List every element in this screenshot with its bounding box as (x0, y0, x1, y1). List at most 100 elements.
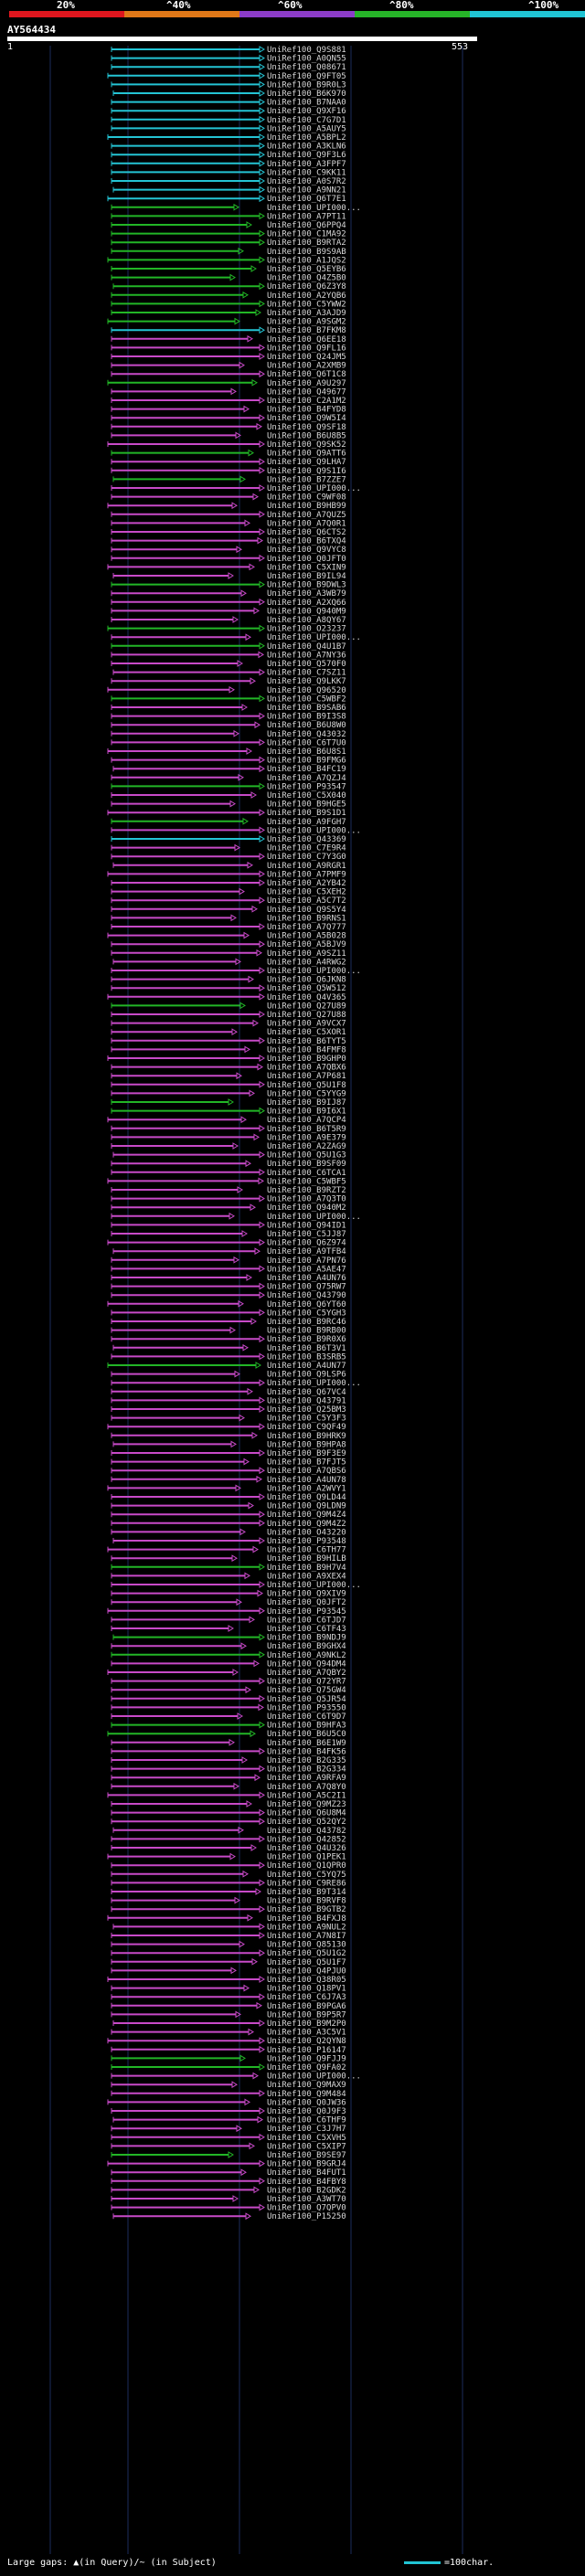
hit-label[interactable]: UniRef100_B9M2P0 (267, 2019, 346, 2029)
hit-label[interactable]: UniRef100_B6T5R9 (267, 1125, 346, 1134)
hit-label[interactable]: UniRef100_B9P5R7 (267, 2010, 346, 2019)
hit-label[interactable]: UniRef100_B9GHP0 (267, 1055, 346, 1064)
hit-label[interactable]: UniRef100_Q6CTS2 (267, 528, 346, 537)
hit-label[interactable]: UniRef100_Q4U1B7 (267, 642, 346, 652)
hit-label[interactable]: UniRef100_B4FUT1 (267, 2168, 346, 2178)
hit-label[interactable]: UniRef100_Q38R05 (267, 1976, 346, 1985)
hit-label[interactable]: UniRef100_A3KLN6 (267, 143, 346, 152)
hit-label[interactable]: UniRef100_Q43791 (267, 1396, 346, 1405)
hit-label[interactable]: UniRef100_B6U8B5 (267, 431, 346, 440)
hit-label[interactable]: UniRef100_B9GHX4 (267, 1642, 346, 1651)
hit-label[interactable]: UniRef100_C5YYG9 (267, 1089, 346, 1098)
hit-label[interactable]: UniRef100_Q5JR54 (267, 1695, 346, 1704)
hit-label[interactable]: UniRef100_Q24JM5 (267, 353, 346, 362)
hit-label[interactable]: UniRef100_A9NUL2 (267, 1923, 346, 1932)
hit-label[interactable]: UniRef100_Q9LSP6 (267, 1371, 346, 1380)
hit-label[interactable]: UniRef100_A9SGM2 (267, 318, 346, 327)
hit-label[interactable]: UniRef100_C5XIP7 (267, 2142, 346, 2151)
hit-label[interactable]: UniRef100_Q0JFT2 (267, 1598, 346, 1607)
hit-label[interactable]: UniRef100_Q67VC4 (267, 1388, 346, 1397)
hit-label[interactable]: UniRef100_B9NDJ9 (267, 1634, 346, 1643)
hit-label[interactable]: UniRef100_Q25BM3 (267, 1405, 346, 1415)
hit-label[interactable]: UniRef100_Q9FT05 (267, 72, 346, 81)
hit-label[interactable]: UniRef100_C6T7U0 (267, 738, 346, 747)
hit-label[interactable]: UniRef100_Q72YR7 (267, 1678, 346, 1687)
hit-label[interactable]: UniRef100_B9DWL3 (267, 581, 346, 590)
hit-label[interactable]: UniRef100_A8QY67 (267, 616, 346, 625)
hit-label[interactable]: UniRef100_A5B028 (267, 932, 346, 941)
hit-label[interactable]: UniRef100_C3J7H7 (267, 2125, 346, 2134)
hit-label[interactable]: UniRef100_Q85130 (267, 1941, 346, 1950)
hit-label[interactable]: UniRef100_Q6T7E1 (267, 195, 346, 204)
hit-label[interactable]: UniRef100_C9WF08 (267, 493, 346, 503)
hit-label[interactable]: UniRef100_Q6JKN8 (267, 976, 346, 985)
hit-label[interactable]: UniRef100_Q5EYB6 (267, 265, 346, 274)
hit-label[interactable]: UniRef100_Q6YT60 (267, 1300, 346, 1309)
hit-label[interactable]: UniRef100_C5YGH3 (267, 1309, 346, 1318)
hit-label[interactable]: UniRef100_Q9MAX9 (267, 2081, 346, 2090)
hit-label[interactable]: UniRef100_Q6EE18 (267, 335, 346, 345)
hit-label[interactable]: UniRef100_Q5U1F8 (267, 1081, 346, 1090)
hit-label[interactable]: UniRef100_A9RFA9 (267, 1774, 346, 1783)
hit-label[interactable]: UniRef100_A5BJV9 (267, 940, 346, 949)
hit-label[interactable]: UniRef100_B9HPA8 (267, 1440, 346, 1449)
hit-label[interactable]: UniRef100_A5BPL2 (267, 133, 346, 143)
hit-label[interactable]: UniRef100_Q42852 (267, 1835, 346, 1844)
hit-label[interactable]: UniRef100_Q9S5Y4 (267, 906, 346, 915)
hit-label[interactable]: UniRef100_Q6T1C8 (267, 370, 346, 379)
hit-label[interactable]: UniRef100_B4FMF8 (267, 1045, 346, 1055)
hit-label[interactable]: UniRef100_A7N8I7 (267, 1932, 346, 1941)
hit-label[interactable]: UniRef100_B9IL94 (267, 572, 346, 581)
hit-label[interactable]: UniRef100_C5Y3F3 (267, 1415, 346, 1424)
hit-label[interactable]: UniRef100_Q9FJJ9 (267, 2054, 346, 2063)
hit-label[interactable]: UniRef100_A7QBY2 (267, 1669, 346, 1678)
hit-label[interactable]: UniRef100_C5X040 (267, 791, 346, 800)
hit-label[interactable]: UniRef100_B9RTA2 (267, 239, 346, 248)
hit-label[interactable]: UniRef100_A7PMF9 (267, 870, 346, 879)
hit-label[interactable]: UniRef100_C5JJ87 (267, 1230, 346, 1239)
hit-label[interactable]: UniRef100_B4FC19 (267, 765, 346, 774)
hit-label[interactable]: UniRef100_C7SZ11 (267, 669, 346, 678)
hit-label[interactable]: UniRef100_UPI000... (267, 1581, 361, 1590)
hit-label[interactable]: UniRef100_A7QBS6 (267, 1467, 346, 1476)
hit-label[interactable]: UniRef100_A3WB79 (267, 589, 346, 599)
hit-label[interactable]: UniRef100_B6K970 (267, 90, 346, 99)
hit-label[interactable]: UniRef100_Q9MZ23 (267, 1800, 346, 1809)
hit-label[interactable]: UniRef100_Q5U1G3 (267, 1151, 346, 1161)
hit-label[interactable]: UniRef100_Q6Z3Y8 (267, 282, 346, 292)
hit-label[interactable]: UniRef100_C1MA92 (267, 230, 346, 239)
hit-label[interactable]: UniRef100_A7Q777 (267, 923, 346, 932)
hit-label[interactable]: UniRef100_Q5U1F7 (267, 1958, 346, 1967)
hit-label[interactable]: UniRef100_Q18PV1 (267, 1985, 346, 1994)
hit-label[interactable]: UniRef100_Q9S881 (267, 46, 346, 55)
hit-label[interactable]: UniRef100_UPI000... (267, 204, 361, 213)
hit-label[interactable]: UniRef100_B6TYT5 (267, 1037, 346, 1046)
hit-label[interactable]: UniRef100_B9RZT2 (267, 1186, 346, 1195)
hit-label[interactable]: UniRef100_B3SRB5 (267, 1352, 346, 1362)
hit-label[interactable]: UniRef100_A2YQB6 (267, 292, 346, 301)
hit-label[interactable]: UniRef100_Q4U326 (267, 1844, 346, 1853)
hit-label[interactable]: UniRef100_A1JQS2 (267, 256, 346, 265)
hit-label[interactable]: UniRef100_Q940M2 (267, 1203, 346, 1213)
hit-label[interactable]: UniRef100_Q570F0 (267, 660, 346, 669)
hit-label[interactable]: UniRef100_Q9VYC8 (267, 546, 346, 555)
hit-label[interactable]: UniRef100_C5XVH5 (267, 2134, 346, 2143)
hit-label[interactable]: UniRef100_A5AE47 (267, 1265, 346, 1274)
hit-label[interactable]: UniRef100_Q27U88 (267, 1011, 346, 1020)
hit-label[interactable]: UniRef100_C6THF9 (267, 2116, 346, 2125)
hit-label[interactable]: UniRef100_C7E9R4 (267, 844, 346, 853)
hit-label[interactable]: UniRef100_Q6Z974 (267, 1239, 346, 1248)
hit-label[interactable]: UniRef100_B6E1W9 (267, 1739, 346, 1748)
hit-label[interactable]: UniRef100_A5C7T2 (267, 896, 346, 906)
hit-label[interactable]: UniRef100_UPI000... (267, 1213, 361, 1222)
hit-label[interactable]: UniRef100_B6U5C0 (267, 1730, 346, 1739)
hit-label[interactable]: UniRef100_UPI000... (267, 484, 361, 493)
hit-label[interactable]: UniRef100_B4FK56 (267, 1747, 346, 1756)
hit-label[interactable]: UniRef100_UPI000... (267, 826, 361, 835)
hit-label[interactable]: UniRef100_Q75RW7 (267, 1283, 346, 1292)
hit-label[interactable]: UniRef100_C5XOR1 (267, 1028, 346, 1037)
hit-label[interactable]: UniRef100_Q9LKK7 (267, 677, 346, 686)
hit-label[interactable]: UniRef100_A7QCP4 (267, 1116, 346, 1125)
hit-label[interactable]: UniRef100_B9HGE5 (267, 800, 346, 810)
hit-label[interactable]: UniRef100_B9PGA6 (267, 2002, 346, 2011)
